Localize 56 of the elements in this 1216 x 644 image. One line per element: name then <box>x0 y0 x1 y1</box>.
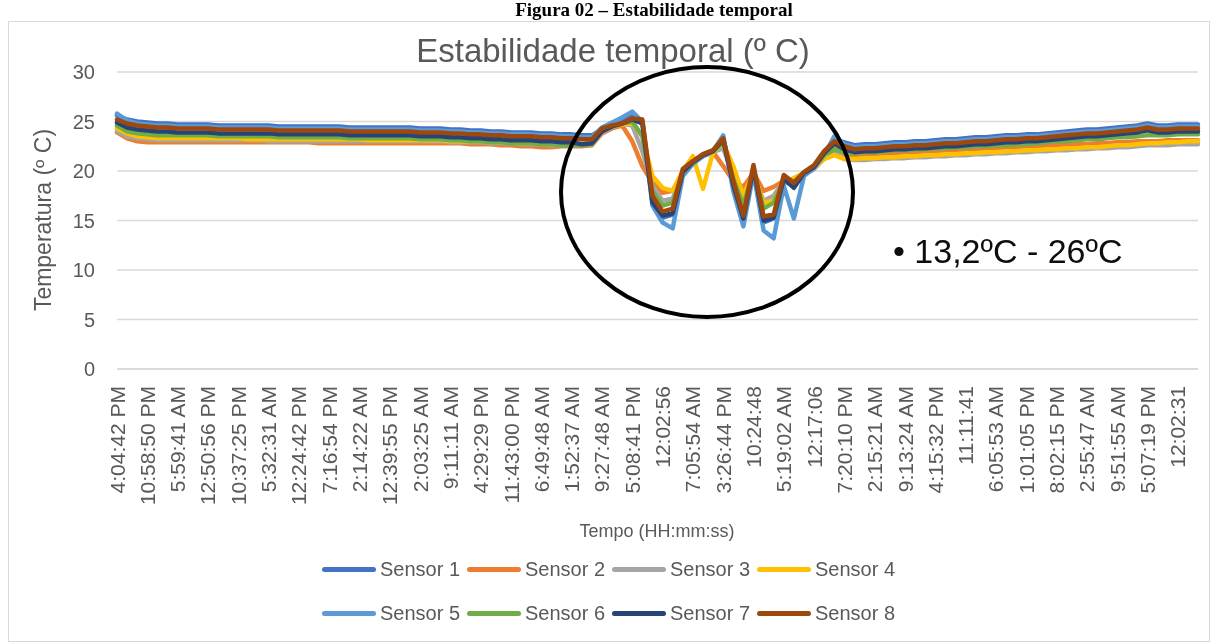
y-tick-label: 0 <box>83 358 95 381</box>
y-axis-title: Temperatura (º C) <box>30 128 56 312</box>
x-tick-label: 12:02:56 <box>651 386 675 468</box>
x-tick-label: 5:08:41 PM <box>620 386 644 494</box>
chart-title: Estabilidade temporal (º C) <box>416 32 810 69</box>
y-tick-label: 30 <box>72 61 95 84</box>
y-tick-label: 5 <box>83 308 95 331</box>
x-tick-label: 9:51:55 AM <box>1105 386 1129 493</box>
x-tick-label: 2:03:25 AM <box>408 386 432 493</box>
x-tick-label: 6:05:53 AM <box>984 386 1008 493</box>
x-tick-label: 2:15:21 AM <box>863 386 887 493</box>
legend-label: Sensor 7 <box>670 601 751 625</box>
x-tick-label: 1:01:05 PM <box>1014 386 1038 494</box>
x-tick-label: 5:59:41 AM <box>166 386 190 493</box>
legend-label: Sensor 2 <box>525 557 606 581</box>
x-tick-label: 10:58:50 PM <box>135 386 159 506</box>
x-tick-label: 11:43:00 PM <box>499 386 523 504</box>
x-axis-title: Tempo (HH:mm:ss) <box>579 520 735 542</box>
y-tick-label: 25 <box>72 110 95 133</box>
x-tick-label: 11:11:41 <box>954 386 978 465</box>
legend-label: Sensor 6 <box>525 601 606 625</box>
x-tick-label: 10:37:25 PM <box>226 386 250 506</box>
y-tick-label: 15 <box>72 209 95 232</box>
x-tick-label: 6:49:48 AM <box>529 386 553 493</box>
x-tick-label: 12:24:42 PM <box>287 386 311 506</box>
legend-label: Sensor 3 <box>670 557 751 581</box>
legend-label: Sensor 5 <box>380 601 461 625</box>
x-tick-label: 5:32:31 AM <box>257 386 281 493</box>
x-tick-label: 5:07:19 PM <box>1135 386 1159 494</box>
text: Figura 02 – Estabilidade temporal <box>515 0 793 20</box>
x-tick-label: 10:24:48 <box>741 386 765 468</box>
x-tick-label: 9:11:11 AM <box>438 386 462 490</box>
y-tick-label: 10 <box>72 259 95 282</box>
x-tick-label: 7:05:54 AM <box>681 386 705 493</box>
x-tick-label: 12:39:55 PM <box>378 386 402 506</box>
x-tick-label: 5:19:02 AM <box>772 386 796 493</box>
x-tick-label: 4:15:32 PM <box>923 386 947 494</box>
x-tick-label: 12:50:56 PM <box>196 386 220 506</box>
y-tick-label: 20 <box>72 160 95 183</box>
x-tick-label: 12:17:06 <box>802 386 826 468</box>
x-tick-label: 2:14:22 AM <box>347 386 371 493</box>
x-tick-label: 7:16:54 PM <box>317 386 341 494</box>
x-tick-label: 3:26:44 PM <box>711 386 735 494</box>
x-tick-label: 9:27:48 AM <box>590 386 614 493</box>
x-tick-label: 4:04:42 PM <box>105 386 129 494</box>
legend-label: Sensor 1 <box>380 557 461 581</box>
annotation: • 13,2ºC - 26ºC <box>893 231 1123 271</box>
x-tick-label: 1:52:37 AM <box>560 386 584 493</box>
x-tick-label: 4:29:29 PM <box>469 386 493 494</box>
legend-label: Sensor 8 <box>815 601 896 625</box>
x-tick-label: 2:55:47 AM <box>1075 386 1099 493</box>
legend-label: Sensor 4 <box>815 557 896 581</box>
x-tick-label: 12:02:31 <box>1166 386 1190 468</box>
x-tick-label: 9:13:24 AM <box>893 386 917 493</box>
x-tick-label: 7:20:10 PM <box>832 386 856 494</box>
x-tick-label: 8:02:15 PM <box>1045 386 1069 494</box>
